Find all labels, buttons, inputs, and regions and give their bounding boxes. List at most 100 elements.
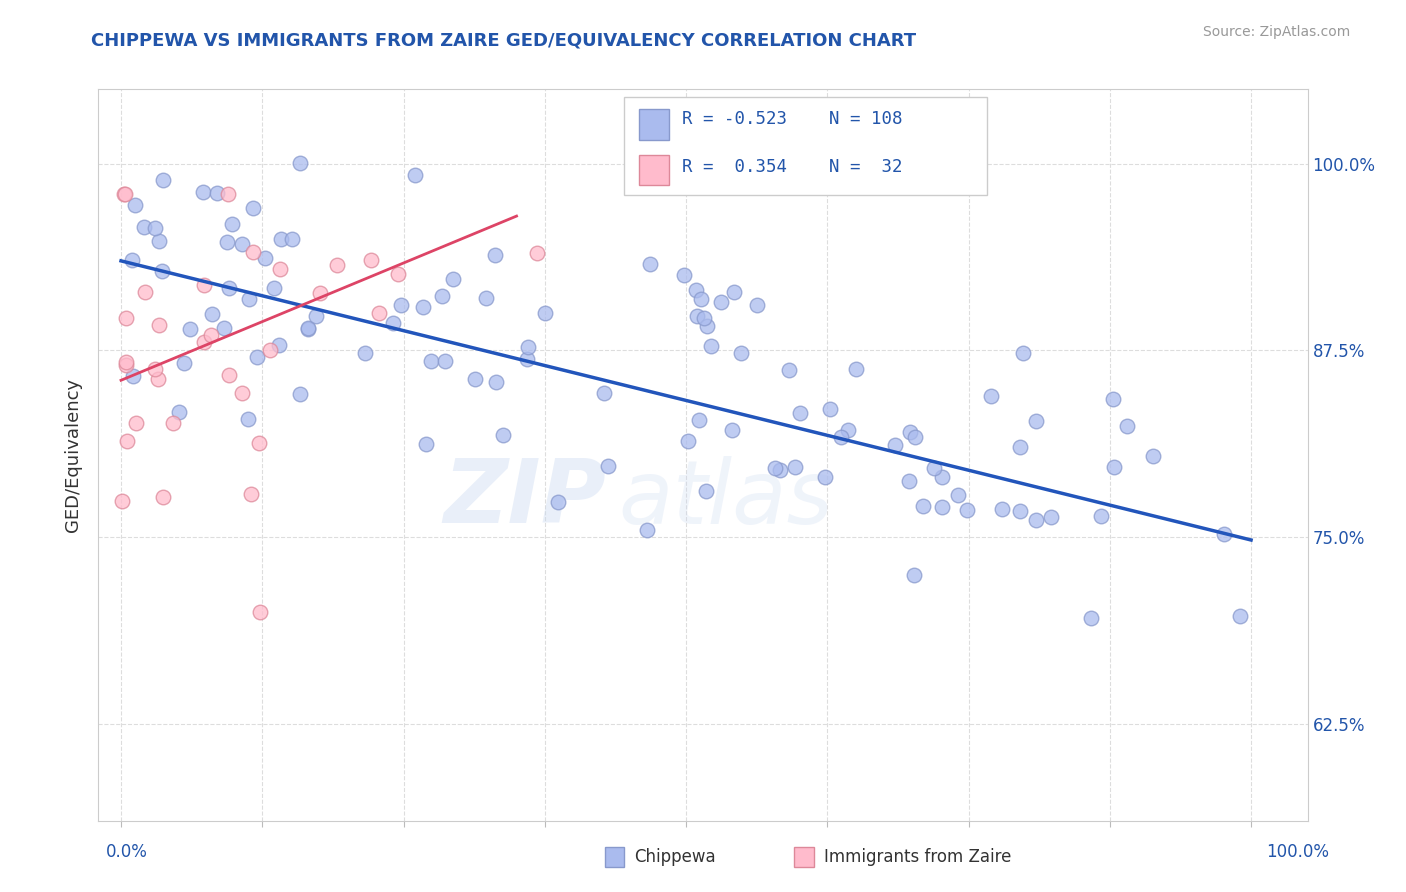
Point [115, 434, 138, 449]
Point [309, 285, 332, 300]
Point [693, 311, 716, 326]
Point [214, 321, 236, 335]
Point [146, 372, 169, 386]
Point [723, 285, 745, 299]
Point [152, 491, 174, 505]
Point [263, 281, 285, 295]
Point [114, 355, 136, 369]
Point [132, 220, 155, 235]
Point [259, 343, 281, 358]
Point [745, 298, 768, 312]
Point [931, 470, 953, 484]
Point [236, 412, 259, 426]
Point [368, 306, 391, 320]
Point [690, 292, 713, 306]
Point [778, 363, 800, 377]
Point [492, 427, 515, 442]
Point [484, 248, 506, 262]
Point [270, 232, 292, 246]
Point [1090, 509, 1112, 524]
Point [686, 309, 709, 323]
Point [526, 246, 548, 260]
Point [297, 322, 319, 336]
Point [148, 234, 170, 248]
Point [269, 337, 291, 351]
Point [685, 283, 707, 297]
Point [980, 389, 1002, 403]
Point [269, 262, 291, 277]
Point [242, 201, 264, 215]
Point [783, 459, 806, 474]
Point [162, 417, 184, 431]
Point [763, 460, 786, 475]
Point [240, 487, 263, 501]
Point [924, 461, 946, 475]
Text: CHIPPEWA VS IMMIGRANTS FROM ZAIRE GED/EQUIVALENCY CORRELATION CHART: CHIPPEWA VS IMMIGRANTS FROM ZAIRE GED/EQ… [91, 31, 917, 49]
Point [288, 156, 311, 170]
Point [218, 281, 240, 295]
Point [246, 350, 269, 364]
Text: 100.0%: 100.0% [1265, 843, 1329, 861]
Point [305, 309, 328, 323]
Point [1010, 503, 1032, 517]
Point [173, 357, 195, 371]
Text: R =  0.354    N =  32: R = 0.354 N = 32 [682, 158, 903, 176]
Point [475, 291, 498, 305]
Point [193, 335, 215, 350]
Point [830, 430, 852, 444]
Point [636, 523, 658, 537]
Point [1142, 449, 1164, 463]
Point [110, 494, 132, 508]
Point [837, 423, 859, 437]
Point [249, 606, 271, 620]
FancyBboxPatch shape [638, 154, 669, 186]
Point [382, 316, 405, 330]
Point [404, 168, 426, 182]
Text: Source: ZipAtlas.com: Source: ZipAtlas.com [1202, 25, 1350, 39]
Point [904, 430, 927, 444]
Point [464, 371, 486, 385]
Point [1212, 526, 1234, 541]
Point [1025, 512, 1047, 526]
Point [242, 244, 264, 259]
Point [150, 264, 173, 278]
Point [253, 252, 276, 266]
Point [218, 368, 240, 383]
Point [844, 361, 866, 376]
Point [1080, 611, 1102, 625]
Point [1101, 392, 1123, 406]
Point [114, 186, 136, 201]
Point [387, 268, 409, 282]
Point [1039, 510, 1062, 524]
Point [115, 358, 138, 372]
Point [789, 406, 811, 420]
Point [143, 361, 166, 376]
Point [676, 434, 699, 448]
Point [288, 386, 311, 401]
Point [441, 272, 464, 286]
Point [124, 416, 146, 430]
Point [1025, 414, 1047, 428]
Point [1008, 441, 1031, 455]
Point [112, 186, 135, 201]
Text: ZIP: ZIP [443, 455, 606, 542]
Point [134, 285, 156, 299]
Text: Immigrants from Zaire: Immigrants from Zaire [824, 848, 1011, 866]
Point [221, 218, 243, 232]
Point [818, 401, 841, 416]
Point [360, 252, 382, 267]
Point [121, 252, 143, 267]
Point [884, 438, 907, 452]
Point [280, 231, 302, 245]
Point [415, 437, 437, 451]
Point [769, 463, 792, 477]
Point [412, 301, 434, 315]
Point [420, 353, 443, 368]
Point [1229, 609, 1251, 624]
Point [433, 353, 456, 368]
Point [207, 186, 229, 200]
Point [688, 413, 710, 427]
Point [200, 328, 222, 343]
Point [122, 368, 145, 383]
Point [956, 503, 979, 517]
